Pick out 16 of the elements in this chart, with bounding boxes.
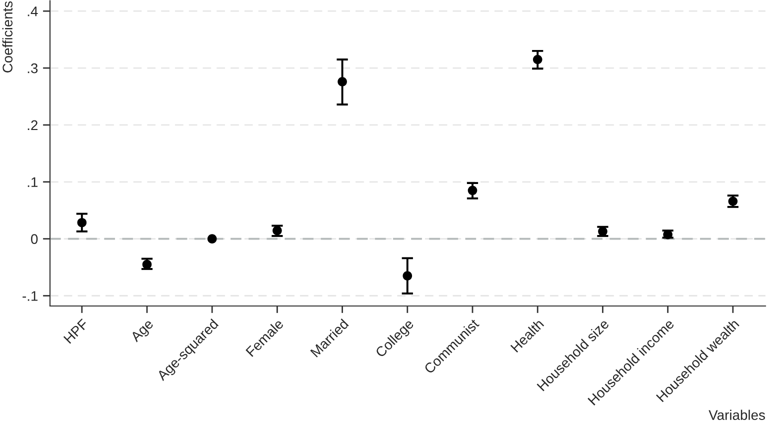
point xyxy=(663,230,672,240)
y-tick-label: .4 xyxy=(28,6,38,16)
point xyxy=(402,271,412,280)
y-tick-label: .1 xyxy=(28,177,38,187)
point xyxy=(207,234,217,244)
y-tick-label: .2 xyxy=(28,120,38,130)
y-tick-label: 0 xyxy=(31,234,38,244)
x-axis-title: Variables xyxy=(708,410,765,420)
y-tick-label: .3 xyxy=(28,63,38,74)
y-axis-title: Coefficients xyxy=(2,1,13,72)
point xyxy=(77,218,87,228)
y-tick-label: -.1 xyxy=(22,291,38,301)
x-tick-label: Age xyxy=(130,318,156,344)
point xyxy=(468,186,478,196)
point xyxy=(532,54,542,64)
point xyxy=(338,77,347,86)
